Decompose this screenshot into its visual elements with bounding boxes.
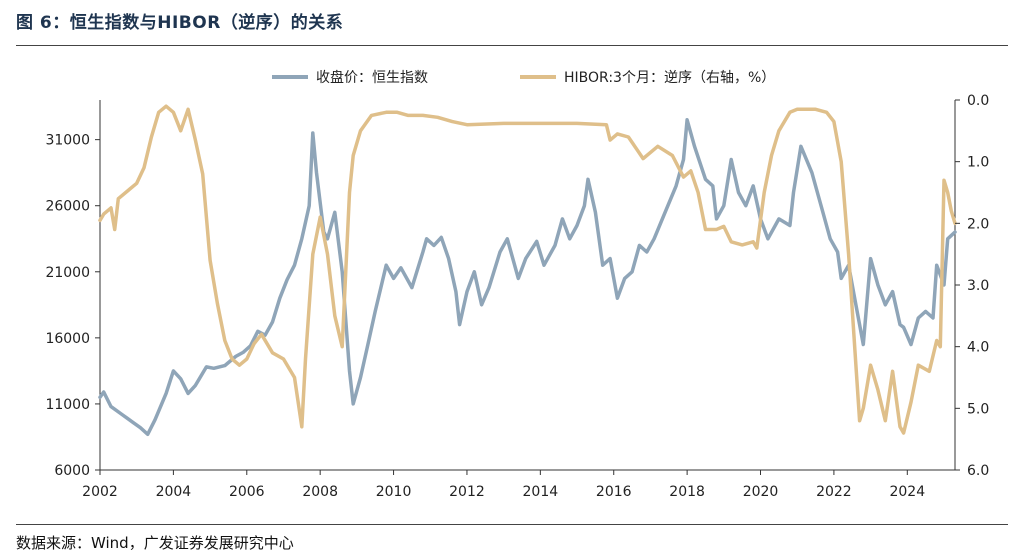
x-tick-label: 2016 xyxy=(596,484,632,500)
source-note: 数据来源：Wind，广发证券发展研究中心 xyxy=(16,534,294,552)
right-tick-label: 0.0 xyxy=(967,93,989,109)
plot-frame xyxy=(99,100,956,471)
right-tick-label: 3.0 xyxy=(967,278,989,294)
left-tick-label: 6000 xyxy=(54,463,90,479)
x-tick-label: 2012 xyxy=(449,484,485,500)
series-line-hsi xyxy=(98,118,957,437)
x-tick-label: 2022 xyxy=(816,484,852,500)
right-tick-label: 4.0 xyxy=(967,340,989,356)
x-tick-label: 2010 xyxy=(376,484,412,500)
right-tick-label: 6.0 xyxy=(967,463,989,479)
series-layer xyxy=(98,104,957,437)
x-tick-label: 2018 xyxy=(669,484,705,500)
x-tick-label: 2006 xyxy=(229,484,265,500)
x-tick-label: 2002 xyxy=(82,484,118,500)
x-tick-label: 2004 xyxy=(156,484,192,500)
left-tick-label: 21000 xyxy=(45,265,90,281)
x-tick-label: 2020 xyxy=(743,484,779,500)
left-tick-label: 16000 xyxy=(45,331,90,347)
hsi-hibor-chart: 收盘价：恒生指数 HIBOR:3个月：逆序（右轴，%） 6000 11000 1600… xyxy=(45,69,989,500)
legend-hsi-label: 收盘价：恒生指数 xyxy=(316,69,428,86)
series-line-hibor xyxy=(98,104,957,435)
x-tick-label: 2014 xyxy=(523,484,559,500)
x-tick-label: 2024 xyxy=(889,484,925,500)
figure-title: 图 6：恒生指数与HIBOR（逆序）的关系 xyxy=(16,13,344,33)
legend-hibor-label: HIBOR:3个月：逆序（右轴，%） xyxy=(564,70,775,86)
left-tick-label: 26000 xyxy=(45,199,90,215)
bottom-divider xyxy=(16,524,1008,525)
x-axis-ticks: 2002 2004 2006 2008 2010 2012 2014 2016 2018 2020… xyxy=(82,470,925,500)
right-tick-label: 1.0 xyxy=(967,155,989,171)
left-tick-label: 11000 xyxy=(45,397,90,413)
top-divider xyxy=(16,45,1008,46)
legend: 收盘价：恒生指数 HIBOR:3个月：逆序（右轴，%） xyxy=(272,69,775,86)
left-axis-ticks: 6000 11000 16000 21000 26000 31000 xyxy=(45,133,100,479)
right-axis-ticks: 0.0 1.0 2.0 3.0 4.0 5.0 6.0 xyxy=(955,93,989,479)
right-tick-label: 2.0 xyxy=(967,216,989,232)
x-tick-label: 2008 xyxy=(302,484,338,500)
left-tick-label: 31000 xyxy=(45,133,90,149)
right-tick-label: 5.0 xyxy=(967,401,989,417)
